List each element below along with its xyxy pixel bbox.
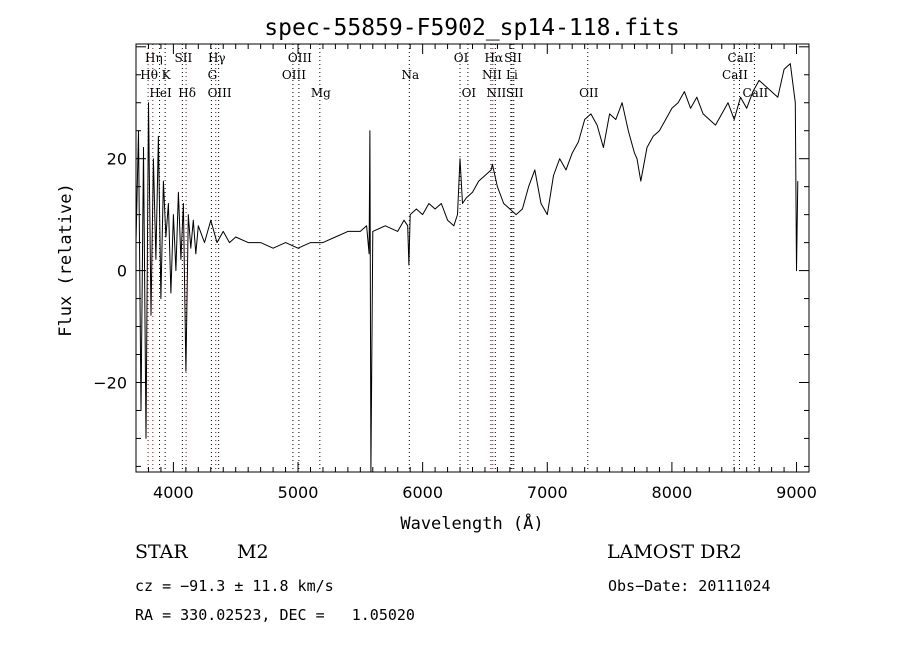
y-axis-label: Flux (relative) <box>56 183 76 337</box>
line-label-0: Hη <box>145 51 163 65</box>
line-label-2: K <box>162 68 172 82</box>
x-axis: 4000 5000 6000 7000 8000 9000 <box>147 44 817 502</box>
line-label-24: CaII <box>742 86 768 100</box>
subclass: M2 <box>237 541 269 563</box>
line-label-14: OI <box>462 86 477 100</box>
line-label-3: SII <box>175 51 193 65</box>
line-label-19: NII <box>486 86 506 100</box>
x-tick-label: 5000 <box>278 483 319 502</box>
y-tick-label: 20 <box>107 150 127 169</box>
obs-date: Obs−Date: 20111024 <box>608 577 771 595</box>
x-tick-label: 6000 <box>402 483 443 502</box>
line-label-16: SII <box>504 51 522 65</box>
y-axis: −20 0 20 <box>93 46 809 467</box>
velocity-text: cz = −91.3 ± 11.8 km/s <box>135 577 334 595</box>
line-label-12: Na <box>401 68 419 82</box>
x-axis-label: Wavelength (Å) <box>400 512 543 534</box>
survey-name: LAMOST DR2 <box>607 541 742 563</box>
line-label-23: CaII <box>722 68 748 82</box>
coordinates: RA = 330.02523, DEC = 1.05020 <box>135 606 415 624</box>
line-label-22: CaII <box>728 51 754 65</box>
line-label-5: Hδ <box>178 86 196 100</box>
plot-frame <box>135 43 810 473</box>
line-label-18: Li <box>506 68 518 82</box>
line-label-15: Hα <box>485 51 504 65</box>
x-tick-label: 4000 <box>153 483 194 502</box>
x-tick-label: 8000 <box>652 483 693 502</box>
line-label-17: NII <box>482 68 502 82</box>
object-type: STAR <box>135 541 188 563</box>
line-label-4: HeI <box>149 86 172 100</box>
chart-title: spec-55859-F5902_sp14-118.fits <box>264 15 679 41</box>
y-tick-label: −20 <box>93 373 127 392</box>
line-label-6: Hγ <box>208 51 226 65</box>
line-label-21: OII <box>579 86 599 100</box>
line-label-10: OIII <box>282 68 306 82</box>
line-label-8: OIII <box>208 86 232 100</box>
x-tick-label: 7000 <box>527 483 568 502</box>
spectrum-series <box>135 63 799 473</box>
y-tick-label: 0 <box>117 262 127 281</box>
line-label-11: Mg <box>311 86 331 100</box>
x-tick-label: 9000 <box>776 483 817 502</box>
line-label-1: Hθ <box>140 68 158 82</box>
spectrum-line-0 <box>135 63 799 473</box>
line-markers <box>147 44 755 472</box>
line-label-7: G <box>208 68 218 82</box>
line-label-13: OI <box>454 51 469 65</box>
line-label-9: OIII <box>288 51 312 65</box>
line-label-20: SII <box>506 86 524 100</box>
